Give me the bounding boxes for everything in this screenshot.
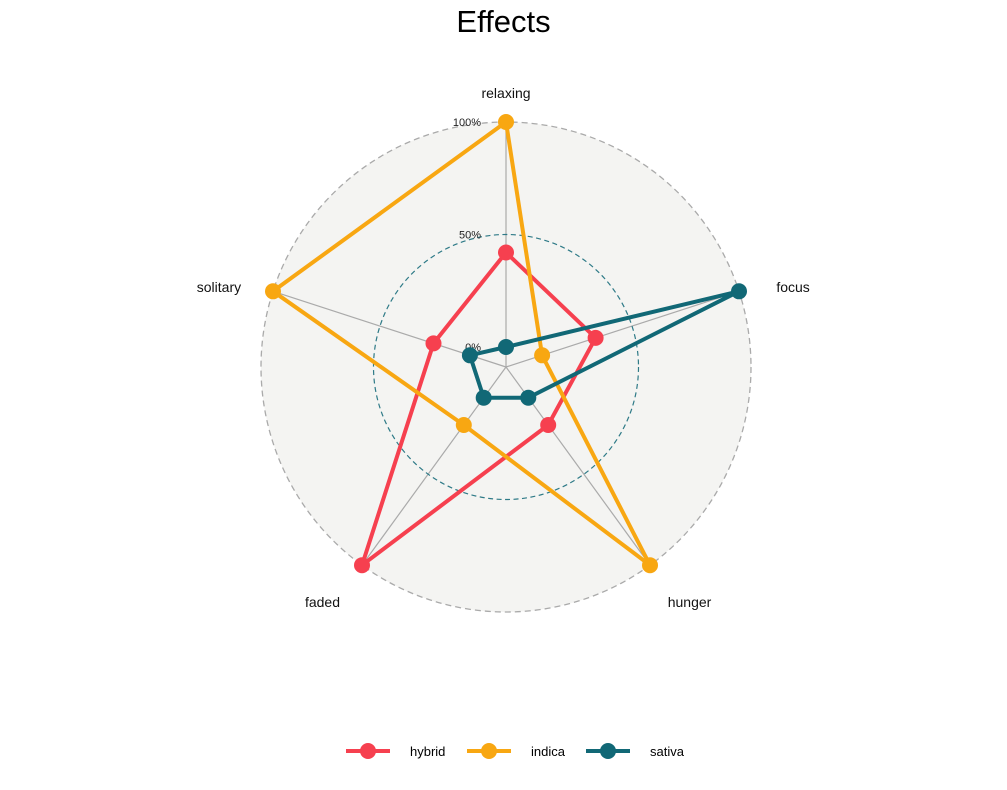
series-layer bbox=[265, 114, 747, 574]
data-point-sativa-relaxing bbox=[498, 339, 514, 355]
legend-line-icon bbox=[586, 743, 630, 759]
series-line-indica bbox=[271, 120, 652, 568]
data-point-sativa-faded bbox=[475, 389, 492, 406]
data-point-indica-relaxing bbox=[498, 114, 514, 130]
legend-item-sativa: sativa bbox=[584, 738, 694, 766]
series-indica bbox=[265, 114, 658, 574]
data-point-indica-solitary bbox=[265, 283, 281, 300]
radial-tick-label: 100% bbox=[453, 117, 481, 129]
data-point-indica-focus bbox=[534, 347, 551, 364]
data-point-sativa-hunger bbox=[520, 389, 537, 406]
data-point-indica-hunger bbox=[642, 557, 658, 574]
legend-item-indica: indica bbox=[465, 738, 575, 766]
legend-item-hybrid: hybrid bbox=[344, 738, 454, 766]
legend: hybrid indica sativa bbox=[0, 738, 1007, 766]
series-line-hybrid bbox=[360, 250, 598, 568]
legend-label: indica bbox=[531, 744, 565, 759]
radial-tick-label: 50% bbox=[459, 230, 481, 242]
legend-label: hybrid bbox=[410, 744, 446, 759]
series-hybrid bbox=[354, 244, 604, 574]
data-point-hybrid-relaxing bbox=[498, 244, 514, 261]
data-point-hybrid-solitary bbox=[425, 335, 442, 352]
data-point-hybrid-hunger bbox=[540, 417, 557, 433]
axis-label-focus: focus bbox=[776, 279, 809, 295]
data-point-sativa-solitary bbox=[461, 347, 478, 364]
axis-label-relaxing: relaxing bbox=[481, 85, 530, 101]
data-point-hybrid-faded bbox=[354, 557, 370, 574]
mid-ring bbox=[372, 233, 640, 501]
data-point-sativa-focus bbox=[731, 283, 747, 300]
axis-label-hunger: hunger bbox=[668, 594, 712, 610]
axis-label-solitary: solitary bbox=[197, 279, 241, 295]
series-sativa bbox=[461, 283, 747, 406]
chart-title: Effects bbox=[456, 4, 551, 39]
data-point-indica-faded bbox=[455, 417, 472, 433]
data-point-hybrid-focus bbox=[587, 329, 604, 346]
legend-line-icon bbox=[346, 743, 390, 759]
legend-label: sativa bbox=[650, 744, 684, 759]
axis-labels: relaxing focus hunger faded solitary bbox=[197, 85, 810, 610]
legend-line-icon bbox=[467, 743, 511, 759]
axis-label-faded: faded bbox=[305, 594, 340, 610]
